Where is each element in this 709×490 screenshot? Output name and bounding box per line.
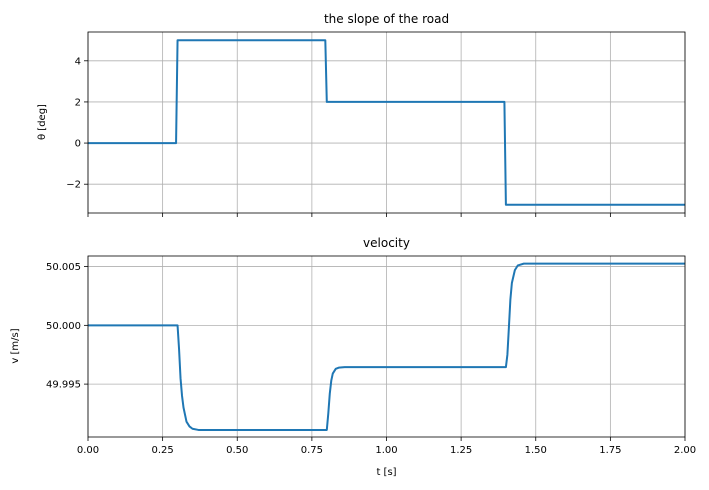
velocity-y-tick-label: 49.995 (46, 380, 81, 391)
velocity-x-tick-label: 1.25 (450, 445, 472, 456)
slope-x-ticks (87, 213, 686, 217)
velocity-y-tick-label: 50.005 (46, 262, 81, 273)
velocity-x-ticks: 0.00 0.25 0.50 0.75 1.00 1.25 1.50 1.75 2.00 (77, 437, 696, 456)
velocity-xlabel: t [s] (376, 467, 396, 478)
velocity-x-tick-label: 0.50 (226, 445, 248, 456)
velocity-title: velocity (363, 236, 410, 250)
velocity-x-tick-label: 1.00 (375, 445, 397, 456)
velocity-subplot: velocity v [m/s] t [s] 0.00 0.25 0.50 0.75 1… (10, 236, 696, 478)
slope-y-tick-label: 4 (75, 56, 81, 67)
slope-y-ticks: 4 2 0 −2 (66, 56, 88, 191)
velocity-y-ticks: 50.005 50.000 49.995 (46, 262, 88, 391)
velocity-gridlines (87, 256, 686, 437)
velocity-x-tick-label: 2.00 (674, 445, 696, 456)
velocity-x-tick-label: 1.50 (525, 445, 547, 456)
slope-y-tick-label: 0 (75, 139, 81, 150)
velocity-ylabel: v [m/s] (10, 328, 21, 363)
slope-series-line (88, 39, 685, 206)
slope-axes-frame (87, 31, 686, 214)
velocity-series-line (88, 262, 685, 431)
velocity-y-tick-label: 50.000 (46, 321, 81, 332)
velocity-x-tick-label: 0.25 (151, 445, 173, 456)
slope-y-tick-label: −2 (66, 180, 81, 191)
slope-ylabel: θ [deg] (37, 104, 48, 140)
velocity-x-tick-label: 0.75 (301, 445, 323, 456)
slope-title: the slope of the road (324, 12, 449, 26)
slope-y-tick-label: 2 (75, 97, 81, 108)
velocity-x-tick-label: 1.75 (599, 445, 621, 456)
velocity-x-tick-label: 0.00 (77, 445, 99, 456)
slope-subplot: the slope of the road θ [deg] 4 2 0 −2 (37, 12, 686, 217)
velocity-axes-frame (87, 255, 686, 438)
